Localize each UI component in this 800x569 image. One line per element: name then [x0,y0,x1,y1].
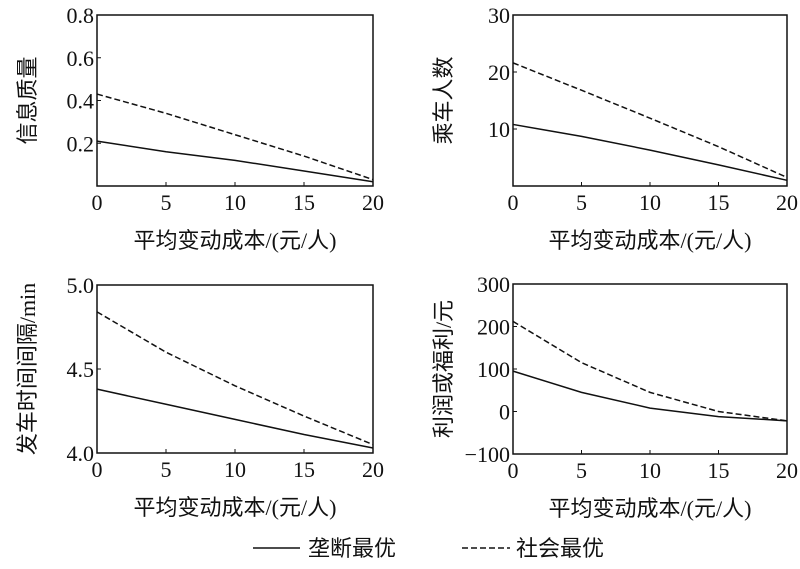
series-line-monopoly [96,388,374,449]
x-tick-label: 20 [776,190,798,215]
y-tick-label: 4.5 [67,357,95,382]
x-tick-label: 0 [92,457,103,482]
y-tick-label: 10 [488,117,510,142]
y-axis-label: 发车时间间隔/min [15,283,40,455]
x-tick-label: 0 [92,190,103,215]
x-tick-label: 10 [224,457,246,482]
y-tick-label: 100 [477,357,510,382]
y-tick-label: 0.2 [67,131,95,156]
x-tick-label: 20 [776,458,798,483]
x-tick-label: 15 [293,457,315,482]
x-axis-label: 平均变动成本/(元/人) [549,496,752,521]
y-axis-label: 乘车人数 [431,56,456,144]
y-tick-label: 30 [488,3,510,28]
y-tick-label: 20 [488,60,510,85]
x-tick-label: 20 [362,190,384,215]
series-line-social [512,320,788,422]
x-axis-label: 平均变动成本/(元/人) [134,495,337,520]
legend-label-social: 社会最优 [516,536,604,561]
y-tick-label: 0.4 [67,89,95,114]
plot-frame [512,283,788,455]
y-axis-label: 信息质量 [15,56,40,144]
series-line-monopoly [512,370,788,422]
y-tick-label: 0.6 [67,46,95,71]
subplot-2: 0 5 10 15 20 10 20 30 平均变动成本/(元/人) 乘车人数 [431,3,798,253]
y-tick-label: 5.0 [67,273,95,298]
series-line-social [96,93,374,181]
y-tick-label: 200 [477,315,510,340]
subplot-3: 0 5 10 15 20 4.0 4.5 5.0 平均变动成本/(元/人) 发车时间间隔/min [15,273,384,520]
x-tick-label: 0 [508,458,519,483]
y-tick-label: −100 [465,442,510,467]
x-tick-label: 10 [639,458,661,483]
plot-frame [512,14,788,187]
x-axis-label: 平均变动成本/(元/人) [549,228,752,253]
y-tick-label: 300 [477,272,510,297]
x-tick-label: 5 [161,190,172,215]
x-tick-label: 5 [161,457,172,482]
x-tick-label: 15 [708,458,730,483]
series-line-social [96,311,374,446]
y-tick-label: 4.0 [67,441,95,466]
series-line-social [512,62,788,179]
series-line-monopoly [512,123,788,182]
x-tick-label: 15 [293,190,315,215]
x-tick-label: 5 [576,458,587,483]
x-tick-label: 15 [708,190,730,215]
x-tick-label: 10 [224,190,246,215]
x-tick-label: 0 [508,190,519,215]
subplot-1: 0 5 10 15 20 0.2 0.4 0.6 0.8 平均变动成本/(元/人) 信息质量 [15,3,384,253]
subplot-4: 0 5 10 15 20−1000100200300平均变动成本/(元/人)利润或福利/… [431,272,798,521]
y-axis-label: 利润或福利/元 [431,300,456,438]
x-axis-label: 平均变动成本/(元/人) [134,228,337,253]
x-tick-label: 20 [362,457,384,482]
x-tick-label: 5 [576,190,587,215]
x-tick-label: 10 [639,190,661,215]
y-tick-label: 0 [499,400,510,425]
y-tick-label: 0.8 [67,3,95,28]
series-line-monopoly [96,140,374,183]
legend-label-monopoly: 垄断最优 [308,536,396,561]
legend: 垄断最优 社会最优 [253,536,604,561]
